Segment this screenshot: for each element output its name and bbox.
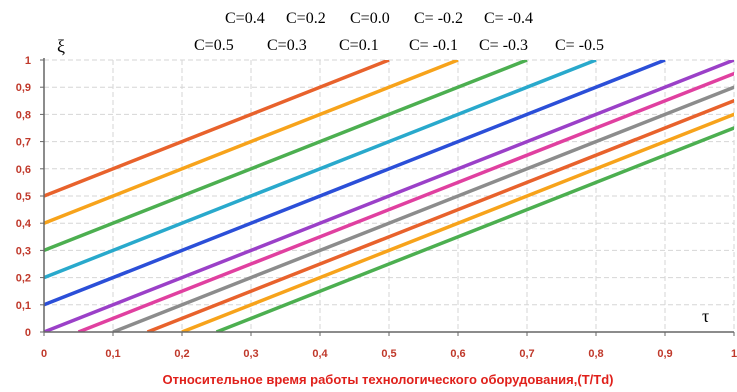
y-tick-label: 0 — [25, 327, 31, 339]
y-tick-label: 0,6 — [16, 164, 31, 176]
annotation-c-0.3: C=0.3 — [267, 37, 307, 54]
tick-labels: 0 0,1 0,2 0,3 0,4 0,5 0,6 0,7 0,8 0,9 1 0 0,1 0,2 0,3 0… — [16, 55, 737, 360]
y-tick-label: 0,2 — [16, 273, 31, 285]
series-group — [44, 60, 734, 332]
y-tick-label: 0,4 — [16, 218, 32, 230]
series-line-c-neg-0.1 — [77, 71, 734, 332]
annotation-c-neg-0.4: C= -0.4 — [484, 10, 533, 27]
y-tick-label: 0,7 — [16, 137, 31, 149]
y-tick-label: 0,9 — [16, 82, 31, 94]
x-tick-label: 0 — [41, 348, 47, 360]
annotation-c-neg-0.2: C= -0.2 — [414, 10, 463, 27]
series-line-c-0.2 — [44, 60, 597, 280]
x-tick-label: 0,3 — [243, 348, 258, 360]
series-line-c-0.5 — [44, 60, 390, 198]
y-tick-label: 0,1 — [16, 300, 31, 312]
series-line-c-0.4 — [44, 60, 459, 225]
series-line-c-neg-0.3 — [146, 98, 734, 332]
x-axis-symbol: τ — [702, 306, 709, 326]
axes — [40, 58, 735, 336]
annotation-c-0.0: C=0.0 — [350, 10, 390, 27]
series-line-c-0 — [44, 60, 734, 332]
x-tick-label: 0,7 — [519, 348, 534, 360]
series-line-c-neg-0.2 — [112, 85, 734, 332]
x-tick-label: 0,8 — [588, 348, 603, 360]
x-tick-label: 0,6 — [450, 348, 465, 360]
annotation-c-0.2: C=0.2 — [286, 10, 326, 27]
series-line-c-neg-0.5 — [215, 126, 734, 332]
annotation-row-2: C=0.5 C=0.3 C=0.1 C= -0.1 C= -0.3 C= -0.… — [194, 37, 604, 54]
annotation-row-1: C=0.4 C=0.2 C=0.0 C= -0.2 C= -0.4 — [225, 10, 533, 27]
annotation-c-neg-0.5: C= -0.5 — [555, 37, 604, 54]
x-tick-label: 1 — [731, 348, 737, 360]
y-axis-symbol: ξ — [57, 36, 65, 56]
x-axis-label: Относительное время работы технологическ… — [163, 372, 614, 387]
x-tick-label: 0,9 — [657, 348, 672, 360]
y-tick-label: 0,8 — [16, 109, 31, 121]
series-line-c-0.1 — [44, 60, 666, 307]
x-tick-label: 0,2 — [174, 348, 189, 360]
y-tick-label: 1 — [25, 55, 31, 67]
series-line-c-0.3 — [44, 60, 528, 253]
series-line-c-neg-0.4 — [181, 112, 734, 332]
x-tick-label: 0,5 — [381, 348, 396, 360]
y-tick-label: 0,3 — [16, 245, 31, 257]
annotation-c-0.1: C=0.1 — [339, 37, 379, 54]
annotation-c-neg-0.3: C= -0.3 — [479, 37, 528, 54]
x-tick-label: 0,4 — [312, 348, 328, 360]
x-tick-label: 0,1 — [105, 348, 120, 360]
annotation-c-0.5: C=0.5 — [194, 37, 234, 54]
y-tick-label: 0,5 — [16, 191, 31, 203]
annotation-c-neg-0.1: C= -0.1 — [409, 37, 458, 54]
annotation-c-0.4: C=0.4 — [225, 10, 265, 27]
